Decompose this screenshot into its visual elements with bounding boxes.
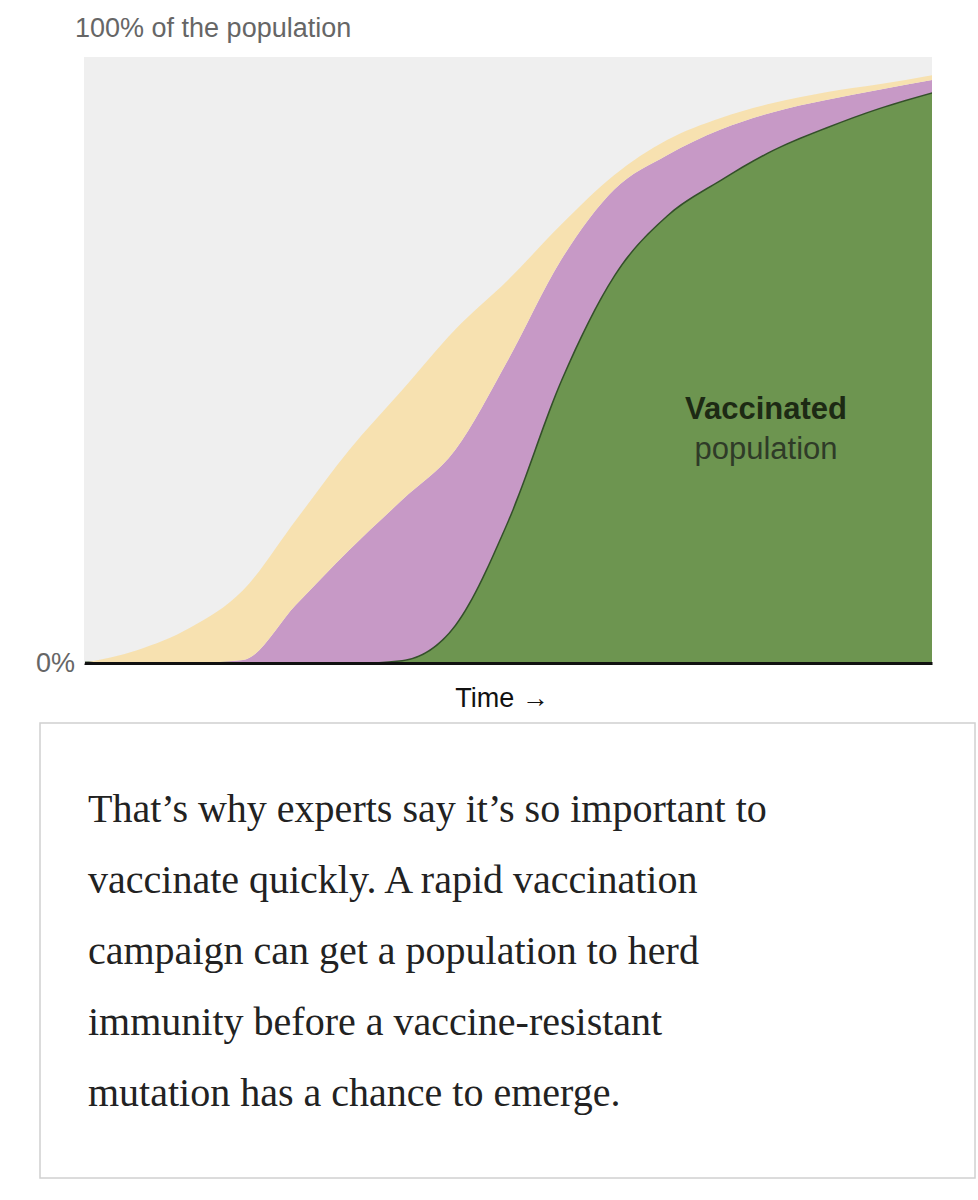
- area-label: population: [694, 431, 837, 466]
- caption-line: That’s why experts say it’s so important…: [88, 786, 767, 831]
- caption-line: vaccinate quickly. A rapid vaccination: [88, 857, 697, 902]
- plot-area: [84, 75, 932, 663]
- caption-box: [40, 723, 975, 1178]
- area-layer: [84, 75, 932, 663]
- y-tick: 0%: [36, 648, 84, 678]
- x-axis-title: Time →: [455, 683, 549, 713]
- y-tick-label: 100% of the population: [75, 13, 351, 43]
- x-axis-line: [85, 662, 933, 665]
- area-label: Vaccinated: [685, 391, 847, 426]
- y-tick: 100% of the population: [75, 13, 351, 57]
- x-axis: [85, 663, 933, 664]
- y-axis: 0% 100% of the population: [36, 13, 351, 678]
- caption-line: campaign can get a population to herd: [88, 928, 699, 973]
- chart-svg: Time → 0% 100% of the population Vaccinated…: [0, 0, 978, 1200]
- y-axis-line: [84, 58, 85, 664]
- area-layer: [84, 80, 932, 663]
- caption-line: mutation has a chance to emerge.: [88, 1070, 620, 1115]
- y-tick-label: 0%: [36, 648, 75, 678]
- caption-line: immunity before a vaccine-resistant: [88, 999, 662, 1044]
- plot-background: [84, 57, 932, 663]
